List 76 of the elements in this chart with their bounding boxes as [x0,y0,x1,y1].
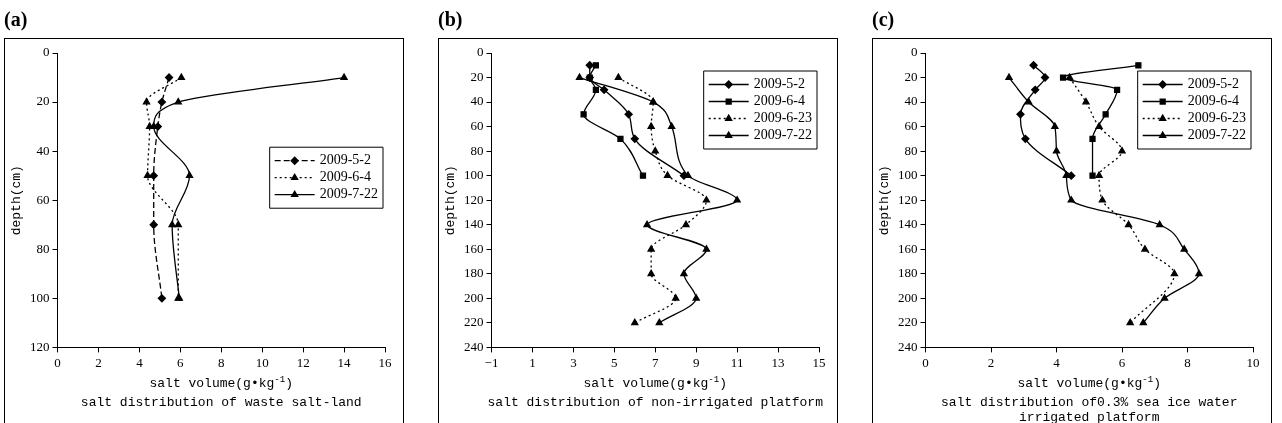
x-tick-label: 8 [218,354,225,370]
y-tick-label: 200 [464,289,484,305]
y-tick-label: 0 [43,44,50,60]
chart-title: (a) [4,7,29,33]
y-tick-label: 160 [464,240,484,256]
legend-label: 2009-5-2 [319,152,371,168]
x-tick-label: 2 [95,354,102,370]
x-tick-label: −1 [484,354,499,370]
y-tick-label: 100 [30,289,50,305]
legend-label: 2009-6-4 [319,169,371,185]
legend-label: 2009-6-23 [1187,110,1246,126]
y-tick-label: 200 [898,289,918,305]
y-tick-label: 40 [904,93,918,109]
y-tick-label: 20 [904,68,918,84]
y-axis-title: depth(cm) [877,165,893,236]
x-tick-label: 7 [652,354,659,370]
x-tick-label: 0 [54,354,61,370]
y-tick-label: 140 [464,216,484,232]
legend-label: 2009-5-2 [1187,76,1239,92]
legend-label: 2009-5-2 [753,76,805,92]
y-tick-label: 220 [464,314,484,330]
x-tick-label: 6 [1118,354,1126,370]
x-tick-label: 1 [529,354,536,370]
legend-label: 2009-6-4 [1187,93,1239,109]
y-tick-label: 100 [464,167,484,183]
x-tick-label: 0 [922,354,929,370]
y-tick-label: 180 [464,265,484,281]
y-tick-label: 20 [470,68,484,84]
x-tick-label: 10 [1246,354,1260,370]
y-tick-label: 0 [477,44,484,60]
y-tick-label: 40 [36,142,50,158]
chart-title: (b) [438,7,464,33]
x-tick-label: 13 [771,354,785,370]
y-tick-label: 80 [904,142,918,158]
legend-label: 2009-7-22 [319,186,378,202]
x-tick-label: 5 [611,354,618,370]
x-tick-label: 14 [337,354,352,370]
x-tick-label: 12 [296,354,310,370]
y-tick-label: 60 [904,118,918,134]
y-tick-label: 80 [36,240,50,256]
text: salt distribution of waste salt-land [80,395,362,411]
y-tick-label: 80 [470,142,484,158]
y-tick-label: 240 [898,338,918,354]
legend-label: 2009-6-23 [753,110,812,126]
x-tick-label: 3 [570,354,577,370]
y-tick-label: 120 [464,191,484,207]
text: salt distribution of non-irrigated platform [487,395,824,411]
legend-label: 2009-7-22 [753,127,812,143]
x-tick-label: 4 [1053,354,1061,370]
y-tick-label: 40 [470,93,484,109]
y-tick-label: 140 [898,216,918,232]
y-tick-label: 120 [30,338,50,354]
y-tick-label: 0 [911,44,918,60]
x-tick-label: 2 [987,354,995,370]
y-tick-label: 60 [470,118,484,134]
y-tick-label: 220 [898,314,918,330]
legend-label: 2009-6-4 [753,93,805,109]
y-tick-label: 120 [898,191,918,207]
x-tick-label: 9 [692,354,700,370]
chart-title: (c) [872,7,896,33]
y-tick-label: 20 [36,93,50,109]
y-tick-label: 100 [898,167,918,183]
x-tick-label: 15 [812,354,826,370]
x-tick-label: 6 [177,354,185,370]
y-tick-label: 240 [464,338,484,354]
y-axis-title: depth(cm) [443,165,459,236]
y-tick-label: 60 [36,191,50,207]
x-tick-label: 10 [255,354,269,370]
x-tick-label: 8 [1184,354,1191,370]
y-axis-title: depth(cm) [9,165,25,236]
legend-label: 2009-7-22 [1187,127,1246,143]
y-tick-label: 180 [898,265,918,281]
x-tick-label: 4 [136,354,144,370]
x-tick-label: 16 [378,354,392,370]
x-tick-label: 11 [730,354,744,370]
y-tick-label: 160 [898,240,918,256]
